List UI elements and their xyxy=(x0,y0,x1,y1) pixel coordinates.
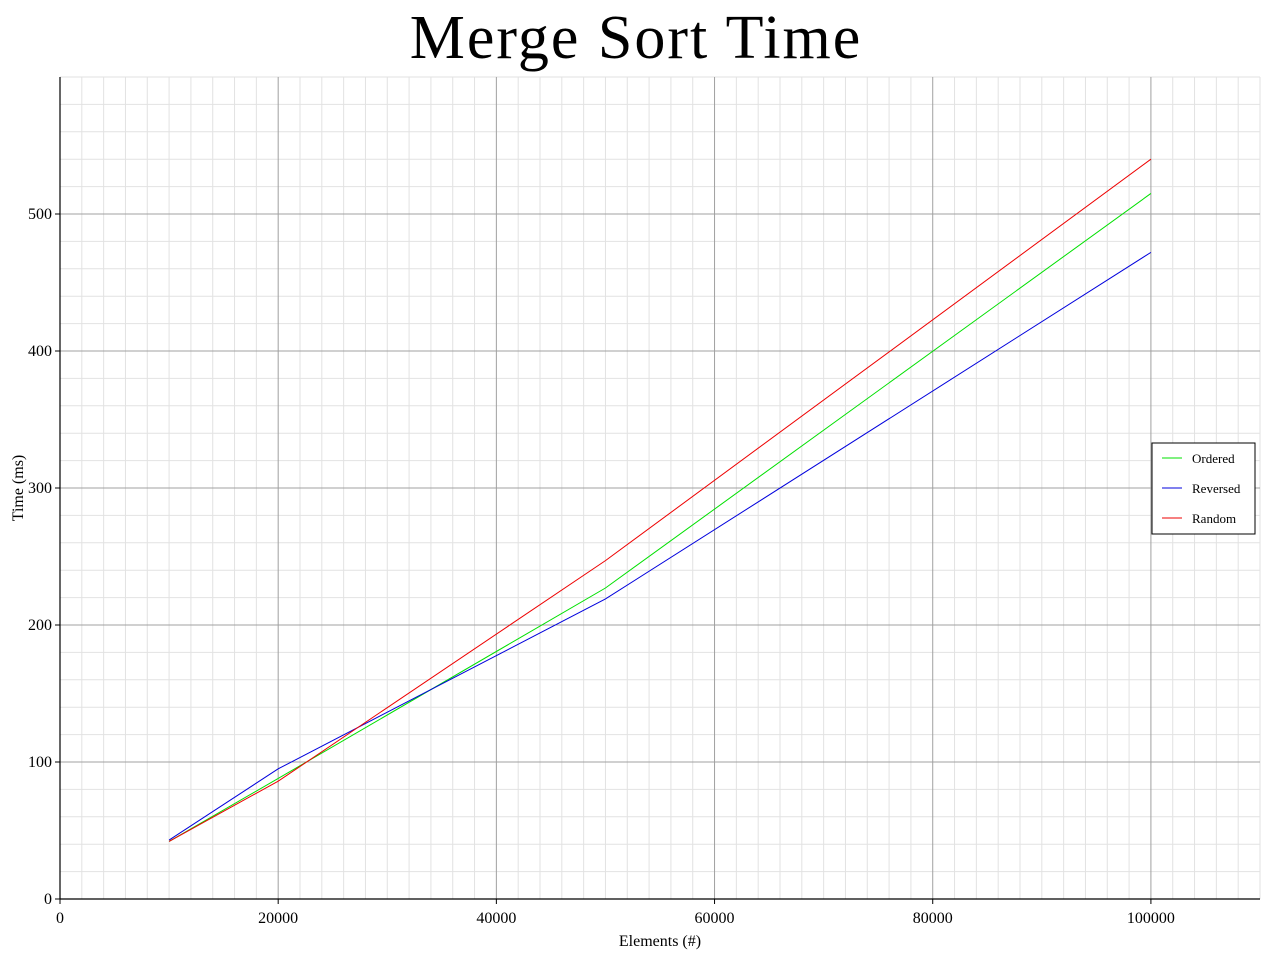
x-tick-label: 100000 xyxy=(1127,910,1175,927)
x-tick-label: 80000 xyxy=(913,910,953,927)
y-tick-label: 0 xyxy=(44,891,52,908)
major-gridlines xyxy=(60,77,1260,899)
y-tick-label: 300 xyxy=(28,480,52,497)
series-line-random xyxy=(168,158,1152,842)
series-line-reversed xyxy=(168,251,1152,841)
axes xyxy=(55,77,1260,904)
x-tick-label: 40000 xyxy=(476,910,516,927)
y-tick-label: 200 xyxy=(28,617,52,634)
series-line-ordered xyxy=(168,193,1152,842)
x-tick-label: 60000 xyxy=(695,910,735,927)
legend: Ordered Reversed Random xyxy=(1151,442,1256,535)
x-tick-label: 0 xyxy=(56,910,64,927)
y-axis-label: Time (ms) xyxy=(10,455,27,522)
x-tick-label: 20000 xyxy=(258,910,298,927)
y-tick-label: 400 xyxy=(28,343,52,360)
legend-label-reversed: Reversed xyxy=(1192,481,1241,496)
series-lines xyxy=(168,158,1152,842)
y-tick-label: 500 xyxy=(28,206,52,223)
legend-label-ordered: Ordered xyxy=(1192,451,1235,466)
x-axis-tick-labels: 0 20000 40000 60000 80000 100000 xyxy=(56,910,1175,927)
y-tick-label: 100 xyxy=(28,754,52,771)
y-axis-tick-labels: 0 100 200 300 400 500 xyxy=(28,206,52,908)
chart-title: Merge Sort Time xyxy=(410,4,863,72)
x-axis-label: Elements (#) xyxy=(619,933,701,950)
legend-label-random: Random xyxy=(1192,511,1236,526)
